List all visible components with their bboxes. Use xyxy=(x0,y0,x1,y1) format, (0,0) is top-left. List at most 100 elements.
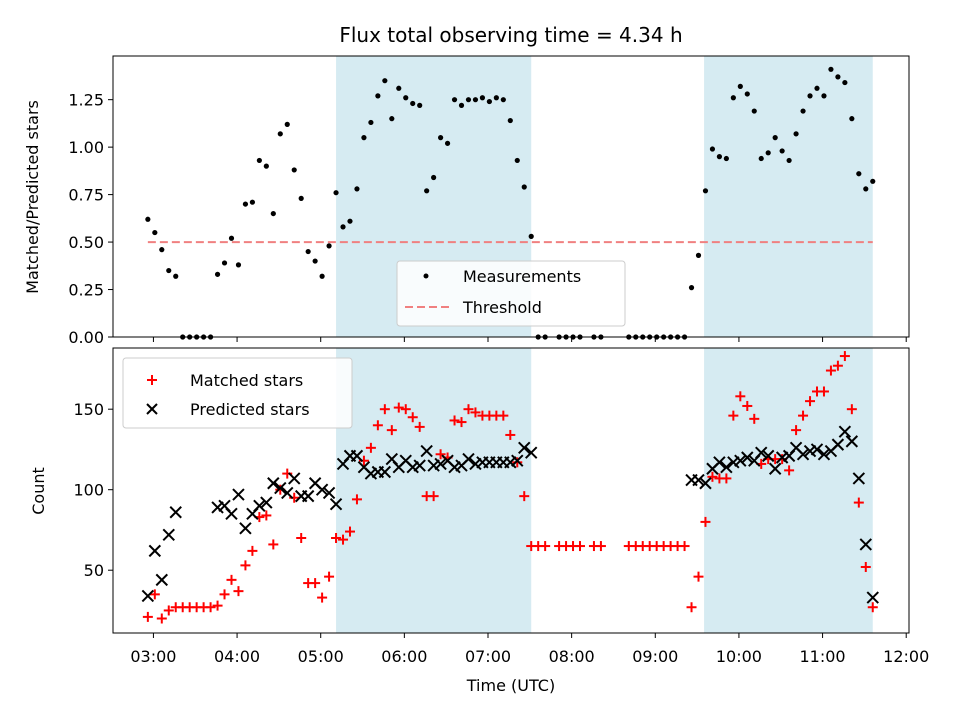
matched-star-point xyxy=(818,386,829,397)
matched-star-point xyxy=(700,516,711,527)
predicted-star-point xyxy=(169,506,182,519)
predicted-star-stroke-b xyxy=(845,435,859,448)
measurement-point xyxy=(242,201,249,207)
matched-star-point xyxy=(839,351,850,362)
predicted-star-stroke-b xyxy=(720,460,733,474)
predicted-star-point xyxy=(267,477,280,490)
bottom-matched-points xyxy=(142,351,878,624)
legend-measurements-label: Measurements xyxy=(463,267,581,286)
matched-star-point xyxy=(240,560,251,571)
measurement-point xyxy=(730,95,736,101)
predicted-star-point xyxy=(741,451,754,464)
matched-star-point xyxy=(825,365,836,376)
matched-star-point xyxy=(435,449,446,460)
measurement-point xyxy=(305,248,311,255)
predicted-star-point xyxy=(413,459,426,472)
predicted-star-point xyxy=(141,589,155,603)
top-shaded-region xyxy=(704,56,873,337)
matched-star-point xyxy=(679,541,690,552)
predicted-star-stroke-b xyxy=(141,589,155,603)
matched-star-point xyxy=(379,404,390,415)
predicted-star-point xyxy=(155,573,168,587)
measurement-point xyxy=(751,108,757,114)
matched-star-point xyxy=(205,602,216,613)
matched-star-point xyxy=(393,402,404,413)
measurement-point xyxy=(765,150,771,156)
bottom-x-tick-label: 07:00 xyxy=(465,647,511,666)
measurement-point xyxy=(737,83,743,89)
matched-star-point xyxy=(519,491,530,502)
top-panel: Flux total observing time = 4.34 h 0.000… xyxy=(23,23,910,347)
predicted-star-stroke-b xyxy=(525,446,538,459)
measurement-point xyxy=(493,95,499,101)
measurement-point xyxy=(166,267,172,274)
predicted-star-point xyxy=(699,477,712,490)
matched-star-point xyxy=(296,533,307,543)
measurement-point xyxy=(173,273,179,279)
bottom-shaded-region xyxy=(336,348,532,633)
predicted-star-stroke-b xyxy=(308,477,322,490)
predicted-star-point xyxy=(692,473,705,487)
matched-star-point xyxy=(331,533,342,543)
matched-star-point xyxy=(791,425,802,436)
matched-star-point xyxy=(749,413,760,424)
matched-star-point xyxy=(268,539,279,550)
predicted-star-stroke-b xyxy=(169,506,182,519)
predicted-star-point xyxy=(734,454,747,467)
measurement-point xyxy=(465,97,472,103)
predicted-star-stroke-b xyxy=(761,449,775,463)
predicted-star-point xyxy=(322,486,336,500)
predicted-star-stroke-b xyxy=(281,486,294,500)
measurement-point xyxy=(249,199,256,205)
legend-matched-label: Matched stars xyxy=(190,371,303,390)
matched-star-point xyxy=(247,545,258,556)
bottom-legend-box xyxy=(122,357,353,429)
measurement-point xyxy=(514,157,520,164)
predicted-star-point xyxy=(260,496,273,509)
predicted-star-point xyxy=(817,448,831,461)
predicted-star-point xyxy=(274,481,287,495)
matched-star-point xyxy=(149,589,160,600)
predicted-star-point xyxy=(420,444,433,458)
predicted-star-point xyxy=(838,425,852,438)
measurement-point xyxy=(410,100,416,107)
predicted-star-stroke-b xyxy=(218,499,231,513)
measurement-point xyxy=(417,102,423,108)
predicted-star-point xyxy=(859,538,872,551)
predicted-star-stroke-b xyxy=(350,449,364,463)
measurement-point xyxy=(793,131,799,137)
matched-star-point xyxy=(846,404,857,415)
predicted-star-stroke-b xyxy=(866,591,879,604)
top-y-tick-label: 0.00 xyxy=(68,328,104,347)
matched-star-point xyxy=(742,400,753,411)
bottom-x-tick-label: 10:00 xyxy=(716,647,762,666)
matched-star-point xyxy=(386,425,397,436)
measurement-point xyxy=(451,97,458,103)
measurement-point xyxy=(835,74,841,80)
measurement-point xyxy=(333,190,339,196)
measurement-point xyxy=(368,119,374,126)
measurement-point xyxy=(688,285,695,291)
predicted-star-stroke-b xyxy=(741,451,754,464)
matched-star-point xyxy=(163,605,174,616)
matched-star-point xyxy=(463,404,474,415)
top-legend-box xyxy=(396,260,626,327)
matched-star-point xyxy=(721,473,732,484)
top-y-tick-label: 1.00 xyxy=(68,138,104,157)
measurement-point xyxy=(723,155,729,162)
predicted-star-stroke-b xyxy=(322,486,336,500)
predicted-star-point xyxy=(810,443,824,456)
predicted-star-stroke-b xyxy=(315,483,329,496)
matched-star-point xyxy=(226,574,237,585)
matched-star-point xyxy=(595,541,606,552)
bottom-x-tick-label: 03:00 xyxy=(130,647,176,666)
matched-star-point xyxy=(505,429,516,440)
bottom-legend: Matched stars Predicted stars xyxy=(122,357,353,429)
matched-star-point xyxy=(261,510,272,521)
measurement-point xyxy=(786,157,792,164)
matched-star-point xyxy=(449,415,460,426)
predicted-star-stroke-b xyxy=(734,454,747,467)
matched-star-point xyxy=(867,602,878,613)
predicted-star-point xyxy=(511,454,524,467)
